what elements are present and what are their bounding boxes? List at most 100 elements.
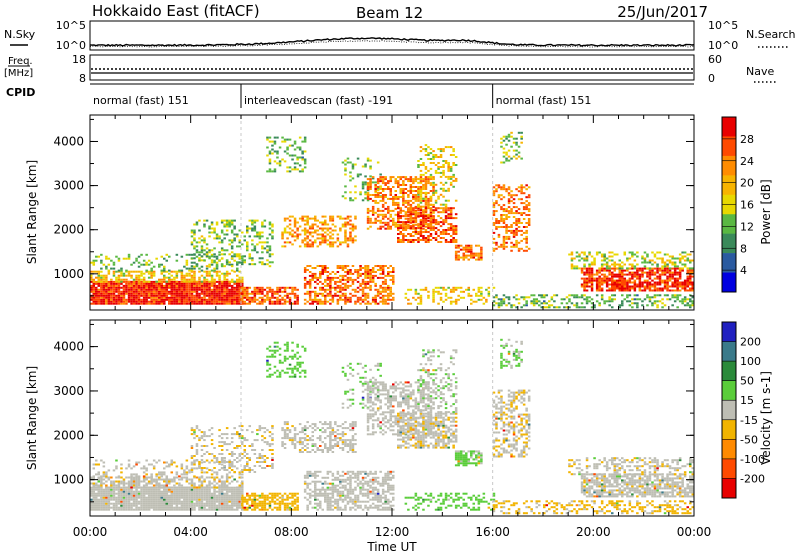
power-cell (291, 243, 294, 246)
power-cell (326, 294, 330, 297)
power-cell (462, 290, 466, 293)
power-cell (517, 198, 521, 201)
power-cell (276, 298, 279, 301)
power-cell (691, 287, 695, 290)
velocity-cell (165, 498, 169, 501)
power-cell (515, 212, 518, 215)
power-cell (643, 298, 647, 301)
power-cell (203, 286, 206, 289)
power-cell (117, 257, 121, 260)
power-cell (402, 188, 405, 190)
power-cell (376, 182, 380, 185)
power-cell (608, 277, 611, 280)
power-cell (673, 267, 677, 270)
power-cell (379, 267, 382, 269)
velocity-cell (142, 508, 146, 511)
power-cell (402, 221, 405, 224)
power-cell (407, 203, 410, 206)
power-cell (553, 300, 556, 303)
power-cell (218, 282, 221, 285)
velocity-cell (188, 508, 191, 511)
velocity-cell (165, 504, 169, 507)
velocity-cell (117, 490, 121, 493)
power-cell (344, 288, 347, 291)
power-cell (487, 286, 491, 289)
power-cell (636, 302, 639, 305)
power-cell (321, 300, 325, 303)
power-cell (605, 277, 609, 280)
power-cell (195, 255, 199, 258)
velocity-cell (97, 508, 101, 511)
power-cell (213, 267, 216, 270)
power-cell (341, 282, 345, 285)
colorbar-swatch (722, 233, 736, 254)
power-cell (656, 304, 659, 307)
velocity-cell (152, 494, 156, 497)
power-cell (120, 269, 123, 272)
power-cell (256, 292, 259, 295)
power-cell (444, 162, 448, 164)
power-cell (122, 272, 126, 275)
power-cell (402, 199, 405, 202)
power-cell (155, 288, 158, 291)
power-cell (205, 253, 209, 256)
power-cell (364, 193, 367, 196)
power-cell (178, 269, 181, 272)
power-cell (107, 302, 111, 305)
power-cell (522, 202, 526, 205)
power-cell (130, 298, 133, 301)
power-cell (339, 290, 342, 293)
power-cell (668, 298, 672, 301)
velocity-cell (102, 508, 106, 511)
power-cell (497, 226, 501, 228)
power-cell (288, 298, 292, 301)
power-cell (198, 276, 201, 279)
power-cell (618, 283, 622, 286)
power-cell (130, 286, 133, 289)
power-cell (180, 292, 184, 295)
power-cell (210, 296, 214, 299)
power-cell (326, 239, 330, 242)
velocity-cell (198, 504, 201, 507)
power-cell (648, 298, 652, 301)
velocity-cell (110, 488, 113, 491)
velocity-cell (115, 488, 118, 491)
velocity-cell (168, 508, 171, 511)
power-cell (271, 144, 274, 147)
power-cell (505, 143, 508, 146)
power-cell (334, 229, 337, 232)
power-cell (321, 215, 325, 218)
power-cell (341, 274, 345, 277)
power-cell (397, 180, 400, 183)
power-cell (646, 304, 649, 307)
power-cell (364, 267, 367, 269)
power-cell (366, 271, 370, 273)
power-cell (329, 231, 332, 234)
power-cell (616, 281, 619, 284)
power-cell (487, 294, 491, 297)
power-cell (316, 278, 320, 281)
velocity-cell (155, 500, 158, 503)
power-cell (361, 286, 365, 289)
power-cell (636, 251, 639, 254)
power-cell (301, 158, 304, 161)
power-cell (611, 279, 614, 282)
power-cell (326, 223, 330, 226)
power-cell (168, 280, 171, 283)
velocity-cell (110, 494, 113, 497)
power-cell (120, 282, 123, 285)
velocity-cell (147, 494, 151, 497)
power-cell (314, 300, 317, 303)
colorbar-tick-label: 24 (740, 155, 754, 168)
power-cell (152, 302, 156, 305)
power-cell (512, 198, 516, 201)
power-cell (175, 294, 179, 297)
power-cell (502, 239, 506, 242)
power-cell (520, 188, 523, 191)
velocity-cell (150, 490, 153, 493)
power-cell (492, 249, 496, 252)
power-cell (598, 289, 601, 292)
power-cell (341, 267, 345, 269)
power-cell (230, 294, 234, 297)
power-cell (414, 219, 418, 222)
